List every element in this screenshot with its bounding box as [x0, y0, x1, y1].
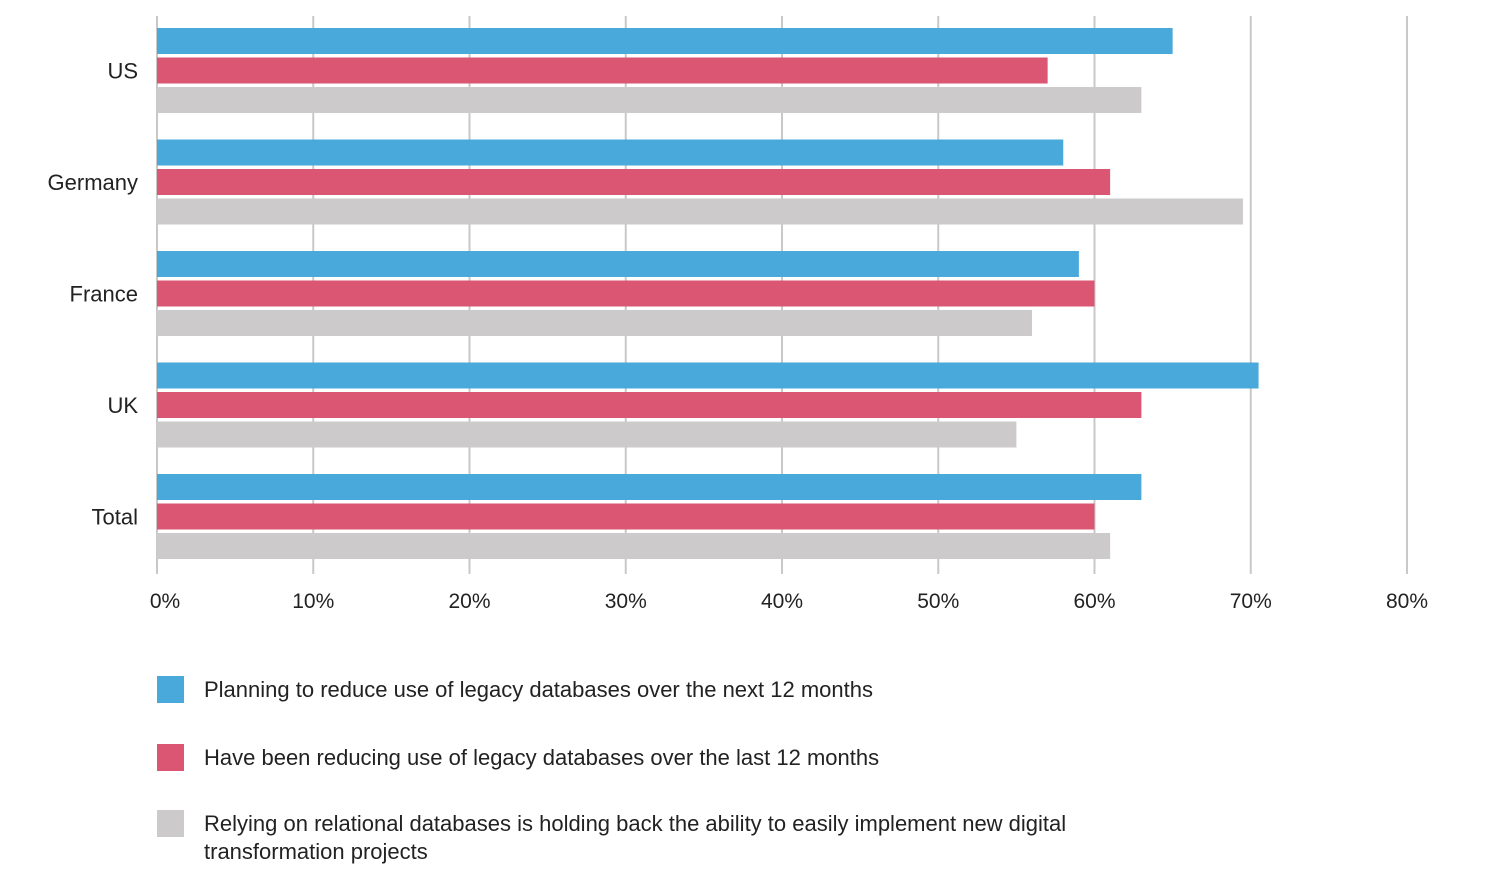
- x-tick-label-20: 20%: [448, 590, 490, 613]
- category-label-france: France: [70, 282, 138, 307]
- category-label-germany: Germany: [48, 170, 138, 195]
- bar-germany-relying: [157, 198, 1243, 225]
- bar-chart: 0% 10% 20% 30% 40% 50% 60% 70% 80% US Germany Franc…: [48, 16, 1428, 613]
- bar-us-planning: [157, 28, 1173, 54]
- bar-us-relying: [157, 87, 1142, 113]
- bar-total-relying: [157, 533, 1111, 559]
- bar-uk-planning: [157, 362, 1259, 389]
- bar-france-planning: [157, 251, 1079, 277]
- x-tick-label-10: 10%: [292, 590, 334, 613]
- bar-france-relying: [157, 310, 1032, 336]
- legend-item-reducing: Have been reducing use of legacy databas…: [157, 744, 1184, 772]
- legend-item-planning: Planning to reduce use of legacy databas…: [157, 676, 1184, 704]
- legend-swatch-relying: [157, 810, 184, 837]
- category-label-total: Total: [92, 505, 138, 530]
- legend-swatch-planning: [157, 676, 184, 703]
- category-label-us: US: [107, 59, 138, 84]
- bar-germany-planning: [157, 139, 1064, 166]
- legend-item-relying: Relying on relational databases is holdi…: [157, 810, 1184, 866]
- bar-total-planning: [157, 474, 1142, 500]
- bar-france-reducing: [157, 280, 1095, 307]
- x-tick-label-30: 30%: [605, 590, 647, 613]
- category-label-uk: UK: [107, 393, 138, 418]
- bar-germany-reducing: [157, 169, 1111, 195]
- legend-label-reducing: Have been reducing use of legacy databas…: [204, 745, 880, 770]
- bar-us-reducing: [157, 57, 1048, 84]
- x-tick-label-70: 70%: [1230, 590, 1272, 613]
- x-tick-label-0: 0%: [150, 590, 180, 613]
- x-tick-label-40: 40%: [761, 590, 803, 613]
- bar-total-reducing: [157, 503, 1095, 530]
- bar-uk-reducing: [157, 392, 1142, 418]
- x-tick-label-50: 50%: [917, 590, 959, 613]
- bar-uk-relying: [157, 421, 1017, 448]
- x-tick-label-60: 60%: [1073, 590, 1115, 613]
- legend-label-planning: Planning to reduce use of legacy databas…: [204, 677, 873, 702]
- legend-swatch-reducing: [157, 744, 184, 771]
- x-tick-label-80: 80%: [1386, 590, 1428, 613]
- legend-label-relying: Relying on relational databases is holdi…: [204, 811, 1067, 864]
